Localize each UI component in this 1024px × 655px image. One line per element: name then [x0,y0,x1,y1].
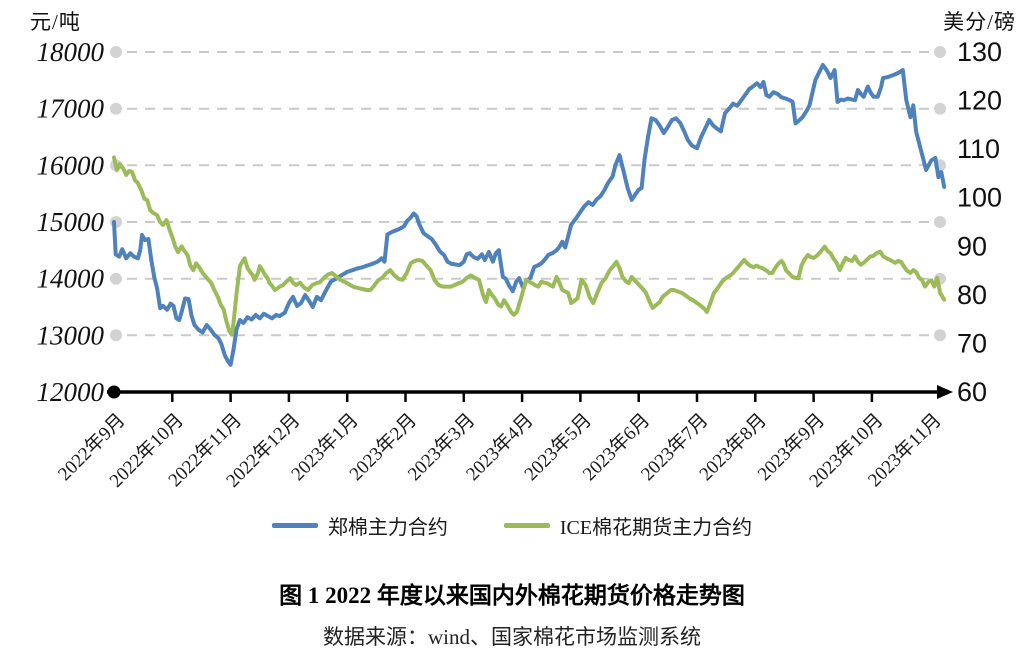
svg-text:17000: 17000 [37,94,105,124]
left-axis-tick-labels: 18000 17000 16000 15000 14000 13000 12000 [37,37,105,407]
data-source: 数据来源：wind、国家棉花市场监测系统 [323,625,701,649]
svg-text:110: 110 [957,134,1000,164]
svg-text:120: 120 [957,86,1002,116]
legend-item-ice: ICE棉花期货主力合约 [503,511,753,540]
svg-text:18000: 18000 [37,37,105,67]
right-axis-unit-label: 美分/磅 [943,10,1016,34]
x-axis-tick-labels: 2022年9月2022年10月2022年11月2022年12月2023年1月20… [54,409,946,492]
svg-text:13000: 13000 [37,320,105,350]
svg-text:14000: 14000 [37,264,105,294]
svg-text:100: 100 [957,183,1002,213]
legend-item-zhengmian: 郑棉主力合约 [271,511,448,540]
svg-text:15000: 15000 [37,207,105,237]
svg-text:90: 90 [957,231,987,261]
ice-series-line [112,155,947,337]
legend-label-ice: ICE棉花期货主力合约 [559,516,753,539]
svg-text:130: 130 [957,37,1002,67]
price-chart-svg: 18000 17000 16000 15000 14000 13000 12000 130 12… [37,37,1003,492]
svg-text:60: 60 [957,377,987,407]
ice-line-swatch [503,522,550,528]
svg-text:80: 80 [957,280,987,310]
svg-text:70: 70 [957,328,987,358]
zhengmian-line-swatch [271,522,318,528]
svg-text:12000: 12000 [37,377,105,407]
left-axis-unit-label: 元/吨 [30,10,81,34]
figure-title: 图 1 2022 年度以来国内外棉花期货价格走势图 [279,583,745,608]
svg-text:16000: 16000 [37,150,105,180]
legend-label-zhengmian: 郑棉主力合约 [327,516,448,539]
zhengmian-series-line [112,63,947,367]
x-axis [107,385,953,402]
right-axis-tick-labels: 130 120 110 100 90 80 70 60 [957,37,1002,407]
legend: 郑棉主力合约 ICE棉花期货主力合约 [0,511,1024,539]
